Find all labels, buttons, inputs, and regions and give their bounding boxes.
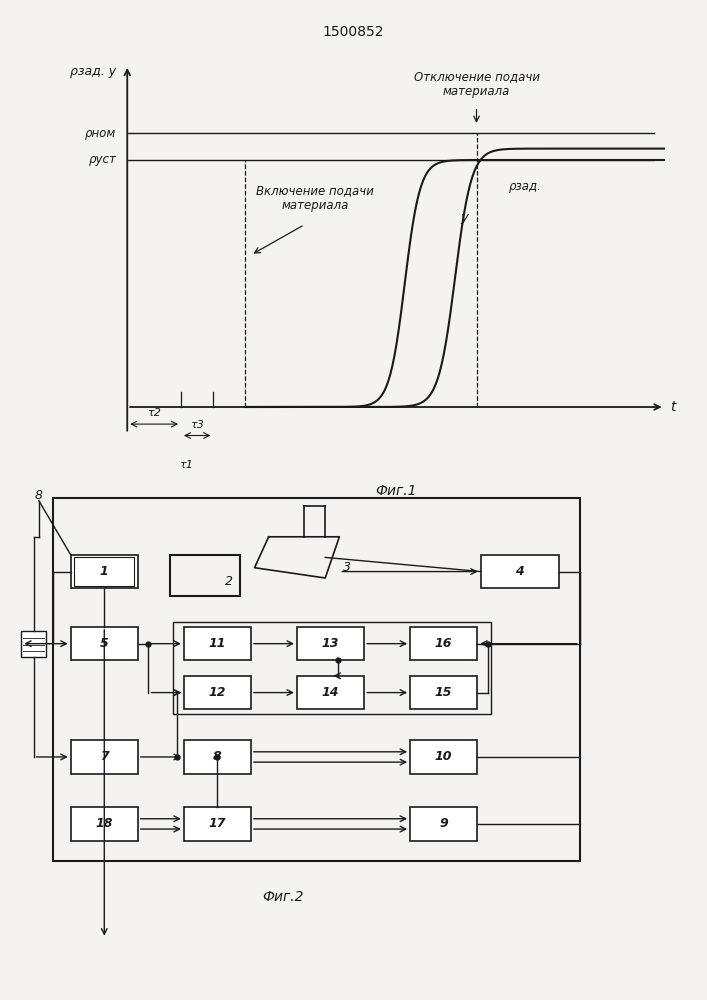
Text: y: y [460, 211, 468, 224]
Text: 7: 7 [100, 750, 109, 763]
Text: Отключение подачи
материала: Отключение подачи материала [414, 70, 539, 98]
Text: τ1: τ1 [180, 460, 193, 470]
Text: 11: 11 [209, 637, 226, 650]
Bar [184, 807, 251, 841]
Bar [53, 498, 580, 861]
Text: 9: 9 [439, 817, 448, 830]
Bar [297, 627, 364, 660]
Bar [170, 555, 240, 596]
Text: 4: 4 [515, 565, 524, 578]
Text: τ3: τ3 [190, 420, 204, 430]
Bar [410, 627, 477, 660]
Text: Фиг.1: Фиг.1 [375, 484, 416, 498]
Text: 8: 8 [213, 750, 222, 763]
Text: 15: 15 [435, 686, 452, 699]
Text: 5: 5 [100, 637, 109, 650]
Bar [173, 622, 491, 714]
Bar [184, 740, 251, 774]
Text: τ2: τ2 [147, 408, 161, 418]
Bar [410, 676, 477, 709]
Text: 1: 1 [100, 565, 109, 578]
Text: 14: 14 [322, 686, 339, 699]
Text: ρуст: ρуст [88, 153, 117, 166]
Bar [74, 557, 134, 586]
Bar [71, 740, 138, 774]
Text: t: t [670, 400, 675, 414]
Bar [184, 627, 251, 660]
Bar [410, 740, 477, 774]
Bar [71, 627, 138, 660]
Bar [410, 807, 477, 841]
Text: 10: 10 [435, 750, 452, 763]
Text: Фиг.2: Фиг.2 [262, 890, 303, 904]
Text: Включение подачи
материала: Включение подачи материала [257, 184, 374, 212]
Bar [71, 807, 138, 841]
Bar [481, 555, 559, 588]
Text: 1500852: 1500852 [323, 25, 384, 39]
Text: 17: 17 [209, 817, 226, 830]
Text: 8: 8 [35, 489, 43, 502]
Bar [184, 676, 251, 709]
Text: ρзад.: ρзад. [509, 180, 542, 193]
Text: 18: 18 [95, 817, 113, 830]
Text: ρном: ρном [86, 127, 117, 140]
Text: 2: 2 [226, 575, 233, 588]
Text: 16: 16 [435, 637, 452, 650]
Text: ρзад. y: ρзад. y [71, 65, 117, 78]
Bar [297, 676, 364, 709]
Text: 13: 13 [322, 637, 339, 650]
Text: 3: 3 [343, 561, 351, 574]
Bar [21, 631, 46, 657]
Bar [71, 555, 138, 588]
Text: 12: 12 [209, 686, 226, 699]
